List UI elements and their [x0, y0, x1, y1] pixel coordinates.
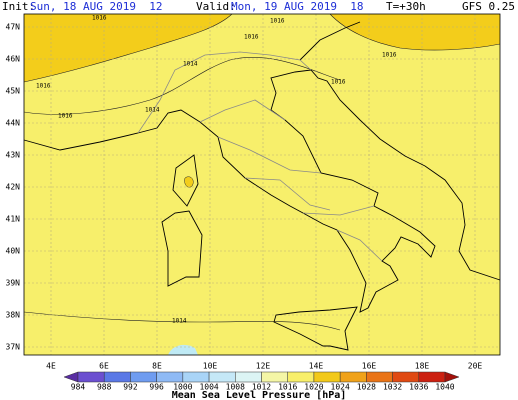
contour-label: 1016 — [92, 15, 107, 22]
colorbar-label: 992 — [123, 383, 138, 392]
high-pressure-area — [330, 14, 500, 51]
lead-time: T=+30h — [386, 0, 426, 13]
coastline — [23, 69, 501, 313]
isobar — [23, 311, 341, 331]
colorbar-label: 1004 — [199, 383, 218, 392]
contour-label: 1014 — [145, 107, 160, 114]
latitude-label: 42N — [6, 183, 21, 192]
longitude-label: 6E — [99, 362, 109, 371]
colorbar-label: 1016 — [278, 383, 297, 392]
longitude-label: 12E — [256, 362, 271, 371]
colorbar-segment — [313, 371, 341, 383]
colorbar-segment — [339, 371, 367, 383]
graticule — [24, 14, 500, 355]
latitude-label: 38N — [6, 311, 21, 320]
latitude-label: 40N — [6, 247, 21, 256]
country-border — [137, 51, 312, 134]
colorbar-label: 1028 — [357, 383, 376, 392]
map-frame — [23, 13, 501, 356]
colorbar-segment — [156, 371, 184, 383]
coastline — [172, 154, 199, 207]
low-pressure-area — [168, 344, 198, 355]
latitude-label: 45N — [6, 87, 21, 96]
colorbar-label: 1020 — [304, 383, 323, 392]
colorbar: 984 988 992 996 1000 1004 1008 1012 1016 1020 1024… — [63, 371, 460, 392]
colorbar-label: 1036 — [409, 383, 428, 392]
latitude-label: 44N — [6, 119, 21, 128]
isobar — [23, 56, 341, 115]
contour-label: 1016 — [58, 113, 73, 120]
latitude-label: 43N — [6, 151, 21, 160]
contour-label: 1016 — [244, 34, 259, 41]
latitude-label: 41N — [6, 215, 21, 224]
coastline — [161, 210, 203, 287]
contour-label: 1016 — [270, 18, 285, 25]
colorbar-label: 1000 — [173, 383, 192, 392]
colorbar-segment — [235, 371, 262, 383]
colorbar-segment — [130, 371, 157, 383]
contour-label: 1016 — [331, 79, 346, 86]
colorbar-title: Mean Sea Level Pressure [hPa] — [172, 390, 347, 400]
longitude-label: 20E — [468, 362, 483, 371]
colorbar-label: 1008 — [226, 383, 245, 392]
colorbar-segment — [208, 371, 236, 383]
latitude-label: 37N — [6, 343, 21, 352]
colorbar-segment — [418, 371, 446, 383]
coastline — [299, 21, 361, 61]
longitude-label: 14E — [309, 362, 324, 371]
contour-label: 1014 — [172, 318, 187, 325]
colorbar-label: 1040 — [435, 383, 454, 392]
map-area — [24, 14, 500, 355]
latitude-label: 39N — [6, 279, 21, 288]
colorbar-segment — [77, 371, 105, 383]
colorbar-label: 996 — [149, 383, 164, 392]
isobar — [329, 13, 501, 51]
high-pressure-area — [24, 14, 232, 82]
valid-label: Valid: — [196, 0, 236, 13]
longitude-label: 18E — [415, 362, 430, 371]
colorbar-segment — [103, 371, 131, 383]
contour-label: 1016 — [36, 83, 51, 90]
longitude-label: 16E — [362, 362, 377, 371]
colorbar-arrow — [63, 371, 79, 383]
colorbar-segment — [287, 371, 315, 383]
colorbar-arrow — [444, 371, 460, 383]
longitude-label: 8E — [152, 362, 162, 371]
colorbar-segment — [366, 371, 393, 383]
region-border — [199, 99, 383, 262]
colorbar-label: 988 — [97, 383, 112, 392]
coastline — [273, 306, 358, 351]
model-name: GFS 0.25 — [462, 0, 515, 13]
init-time: Sun, 18 AUG 2019 12 — [30, 0, 162, 13]
contour-label: 1014 — [183, 61, 198, 68]
contour-label: 1016 — [382, 52, 397, 59]
colorbar-segment — [261, 371, 288, 383]
longitude-label: 4E — [46, 362, 56, 371]
latitude-label: 47N — [6, 23, 21, 32]
colorbar-label: 1024 — [331, 383, 350, 392]
colorbar-label: 1012 — [252, 383, 271, 392]
init-label: Init: — [2, 0, 35, 13]
colorbar-segment — [182, 371, 210, 383]
latitude-label: 46N — [6, 55, 21, 64]
longitude-label: 10E — [203, 362, 218, 371]
high-pressure-area — [184, 176, 194, 188]
valid-time: Mon, 19 AUG 2019 18 — [231, 0, 363, 13]
colorbar-label: 984 — [71, 383, 86, 392]
colorbar-segment — [392, 371, 420, 383]
colorbar-label: 1032 — [383, 383, 402, 392]
